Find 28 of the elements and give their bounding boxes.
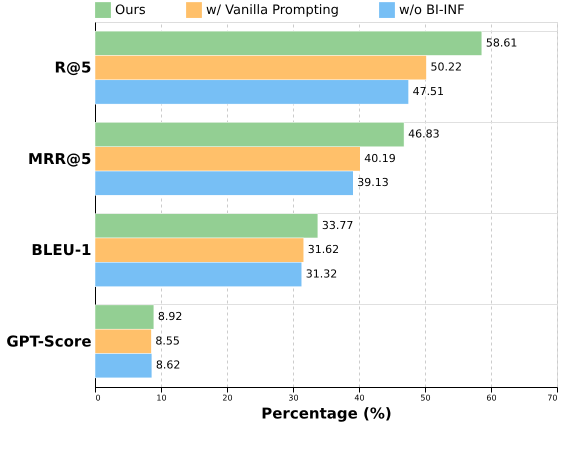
data-label: 47.51 — [412, 84, 444, 98]
x-tick-label: 60 — [486, 394, 497, 402]
x-tick-label: 40 — [354, 394, 365, 402]
y-tick-label: MRR@5 — [28, 150, 92, 168]
x-tick-label: 30 — [288, 394, 299, 402]
x-tick-label: 70 — [547, 394, 558, 402]
data-label: 58.61 — [486, 36, 518, 50]
data-label: 8.92 — [158, 310, 182, 324]
y-tick-label: BLEU-1 — [31, 241, 92, 260]
x-axis-title: Percentage (%) — [261, 404, 392, 422]
data-label: 46.83 — [408, 128, 440, 141]
data-label: 31.32 — [306, 267, 338, 280]
x-tick-label: 0 — [96, 394, 101, 402]
legend-label: w/o BI-INF — [399, 3, 465, 18]
data-label: 39.13 — [357, 176, 389, 190]
data-label: 31.62 — [308, 243, 340, 256]
data-label: 50.22 — [430, 60, 462, 74]
data-label: 40.19 — [364, 152, 396, 165]
legend-label: w/ Vanilla Prompting — [206, 3, 339, 18]
data-label: 8.55 — [155, 334, 180, 348]
x-tick-label: 50 — [420, 394, 431, 402]
legend-label: Ours — [115, 3, 146, 18]
y-tick-label: GPT-Score — [6, 332, 92, 350]
data-label: 33.77 — [322, 218, 354, 232]
x-tick-label: 20 — [222, 394, 233, 402]
y-tick-label: R@5 — [54, 58, 92, 77]
x-tick-label: 10 — [156, 394, 167, 402]
data-label: 8.62 — [156, 358, 180, 372]
